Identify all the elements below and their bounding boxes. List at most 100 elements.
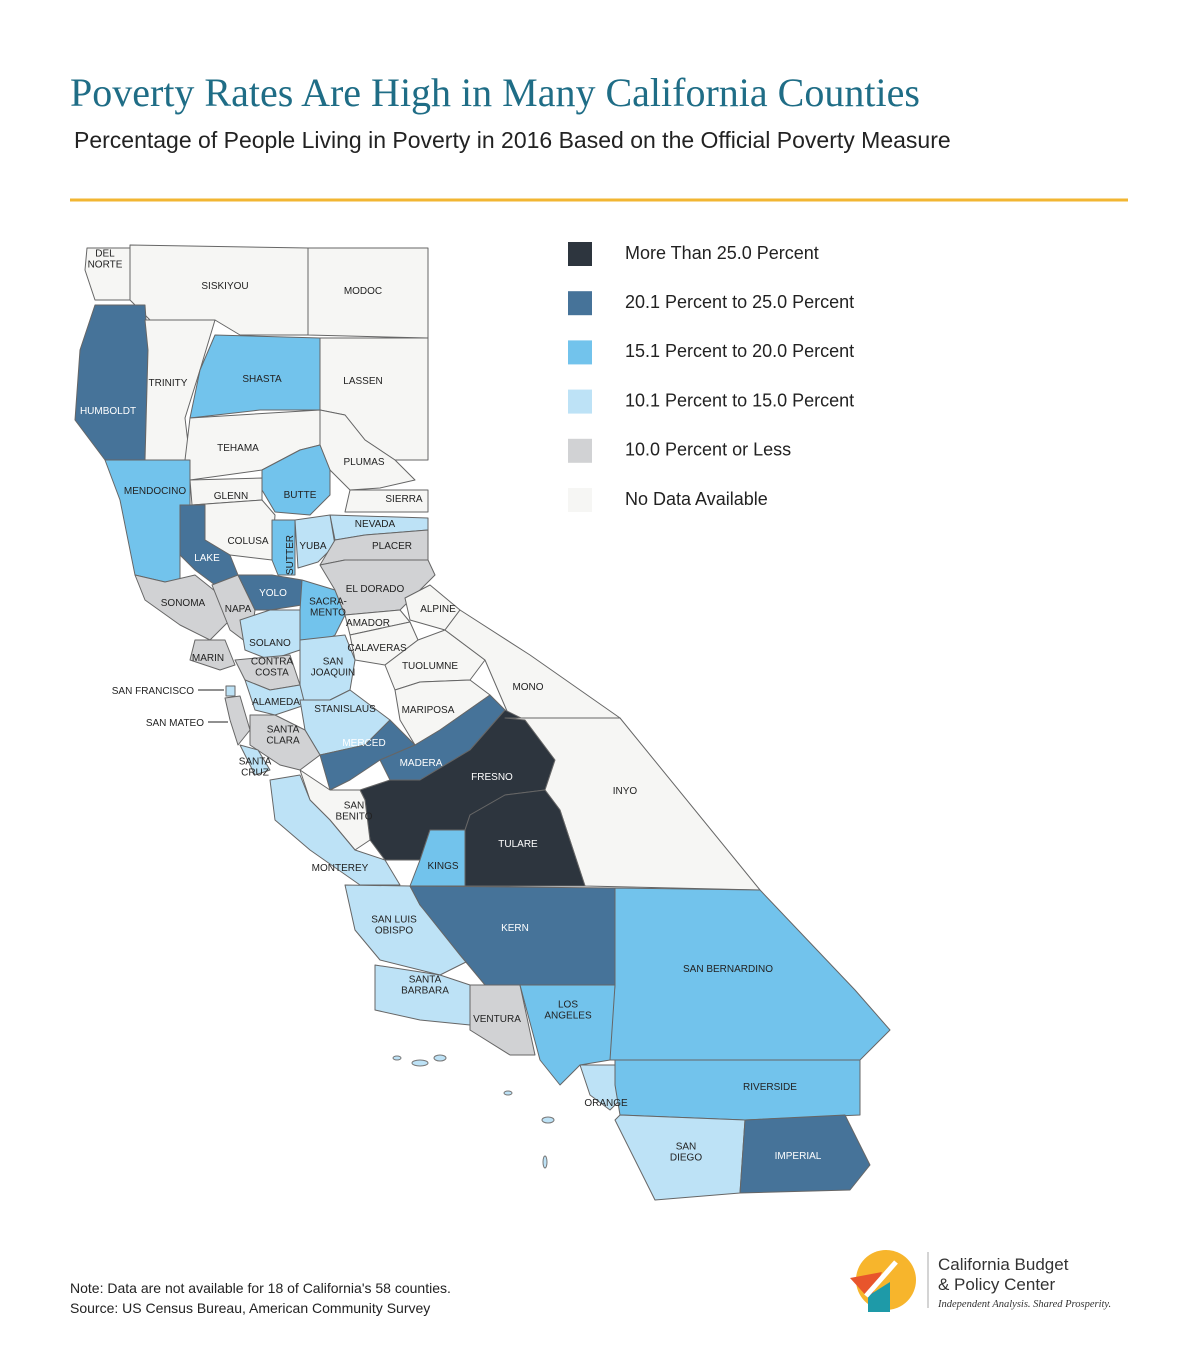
legend-label: 10.0 Percent or Less xyxy=(625,440,791,460)
county-label: CALAVERAS xyxy=(347,643,407,654)
legend-label: 10.1 Percent to 15.0 Percent xyxy=(625,390,854,410)
county-label: SIERRA xyxy=(385,494,423,505)
county-label: KINGS xyxy=(427,861,458,872)
county-label: JOAQUIN xyxy=(311,668,355,679)
county xyxy=(579,1064,621,1111)
county-label: MENTO xyxy=(310,608,346,619)
county-label: SANTA xyxy=(239,757,272,768)
county xyxy=(104,459,191,583)
county-label: NEVADA xyxy=(355,519,396,530)
county-label: NAPA xyxy=(225,604,252,615)
county-label: NORTE xyxy=(88,260,123,271)
county-label: DEL xyxy=(95,249,115,260)
county-label: CLARA xyxy=(266,736,300,747)
county-label: YOLO xyxy=(259,588,287,599)
county-label: COLUSA xyxy=(227,536,268,547)
county-label: RIVERSIDE xyxy=(743,1082,797,1093)
county-label: OBISPO xyxy=(375,926,414,937)
county xyxy=(189,639,236,671)
county-label: SAN MATEO xyxy=(146,718,204,729)
county-label: MERCED xyxy=(342,738,385,749)
county-label: FRESNO xyxy=(471,772,513,783)
county-label: SAN FRANCISCO xyxy=(112,686,194,697)
county-label: STANISLAUS xyxy=(314,704,376,715)
county-label: TRINITY xyxy=(149,378,188,389)
county-label: MODOC xyxy=(344,286,382,297)
county-label: AMADOR xyxy=(346,618,390,629)
source: Source: US Census Bureau, American Commu… xyxy=(70,1300,430,1316)
county xyxy=(74,304,149,461)
county-label: MENDOCINO xyxy=(124,486,186,497)
county xyxy=(225,685,236,697)
county-label: SAN xyxy=(676,1142,697,1153)
county-label: SAN LUIS xyxy=(371,915,417,926)
county xyxy=(614,1114,746,1201)
county-label: SAN BERNARDINO xyxy=(683,964,773,975)
legend-swatch xyxy=(568,389,592,414)
legend-swatch xyxy=(568,340,592,365)
county-label: DIEGO xyxy=(670,1153,702,1164)
county-label: SACRA- xyxy=(309,597,347,608)
county xyxy=(249,714,321,771)
county-label: VENTURA xyxy=(473,1014,521,1025)
county-label: ALAMEDA xyxy=(252,697,300,708)
legend-label: 15.1 Percent to 20.0 Percent xyxy=(625,341,854,361)
county-label: MONO xyxy=(512,682,543,693)
legend-label: More Than 25.0 Percent xyxy=(625,243,819,263)
county xyxy=(239,744,271,776)
county-label: CONTRA xyxy=(251,657,294,668)
subtitle: Percentage of People Living in Poverty i… xyxy=(74,127,951,153)
county-label: SANTA xyxy=(267,725,300,736)
county xyxy=(224,695,251,746)
county xyxy=(344,489,429,513)
county-label: ALPINE xyxy=(420,604,456,615)
county-label: ORANGE xyxy=(584,1098,628,1109)
county-label: SISKIYOU xyxy=(201,281,248,292)
county xyxy=(739,1114,871,1194)
county-label: SAN xyxy=(323,657,344,668)
logo-tagline: Independent Analysis. Shared Prosperity. xyxy=(937,1299,1111,1310)
legend-label: No Data Available xyxy=(625,489,768,509)
county xyxy=(261,444,331,516)
county-label: MADERA xyxy=(400,758,443,769)
legend-swatch xyxy=(568,438,592,463)
county-label: ANGELES xyxy=(544,1011,592,1022)
legend-swatch xyxy=(568,291,592,316)
county-label: TUOLUMNE xyxy=(402,661,458,672)
county-label: TULARE xyxy=(498,839,538,850)
county-label: TEHAMA xyxy=(217,443,259,454)
county-label: YUBA xyxy=(299,541,327,552)
county xyxy=(614,1059,861,1121)
county-label: BUTTE xyxy=(284,490,317,501)
logo: California Budget & Policy Center Indepe… xyxy=(850,1250,1111,1312)
county xyxy=(84,247,131,301)
county-label: PLACER xyxy=(372,541,412,552)
county-label: CRUZ xyxy=(241,768,269,779)
county-label: SHASTA xyxy=(242,374,282,385)
county-label: MONTEREY xyxy=(312,863,369,874)
county-label: MARIN xyxy=(192,653,224,664)
logo-name: California Budget xyxy=(938,1255,1069,1274)
county-label: BARBARA xyxy=(401,986,449,997)
county-label: IMPERIAL xyxy=(775,1151,822,1162)
county-label: BENITO xyxy=(335,812,372,823)
county-label: MARIPOSA xyxy=(402,705,455,716)
counties xyxy=(74,244,891,1201)
islands xyxy=(392,1054,555,1169)
legend-swatch xyxy=(568,242,592,266)
legend-label: 20.1 Percent to 25.0 Percent xyxy=(625,292,854,312)
county xyxy=(239,609,301,661)
logo-name: & Policy Center xyxy=(938,1275,1055,1294)
title: Poverty Rates Are High in Many Californi… xyxy=(70,70,920,115)
county-label: LOS xyxy=(558,1000,578,1011)
county-label: KERN xyxy=(501,923,529,934)
legend-swatch xyxy=(568,488,592,512)
county-label: SOLANO xyxy=(249,638,291,649)
county-label: INYO xyxy=(613,786,638,797)
county-label: SANTA xyxy=(409,975,442,986)
note: Note: Data are not available for 18 of C… xyxy=(70,1280,451,1296)
county xyxy=(269,774,401,886)
